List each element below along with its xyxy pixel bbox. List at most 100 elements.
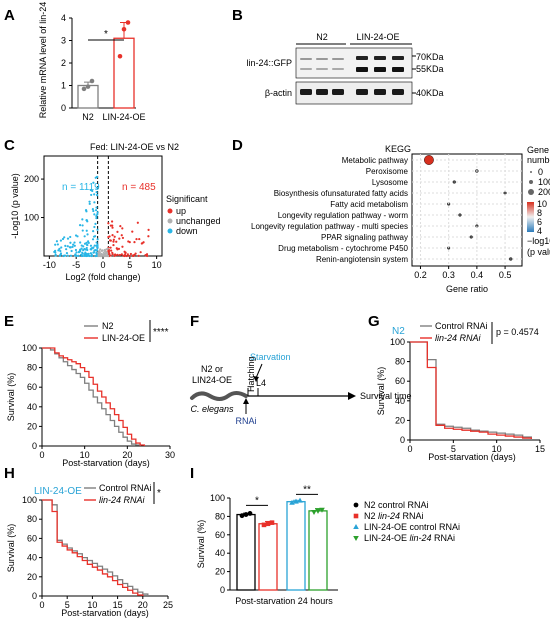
panel-h-y-tick-label: 0 xyxy=(32,591,37,601)
panel-g-x-tick-label: 0 xyxy=(407,444,412,454)
blot-band-gfp-lower xyxy=(332,68,344,70)
volcano-point-down xyxy=(94,254,97,258)
panel-label-f: F xyxy=(190,313,199,330)
volcano-point-down xyxy=(96,238,99,241)
panel-h-strain-label: LIN-24-OE xyxy=(34,486,82,497)
panel-c-x-tick-label: -10 xyxy=(43,260,56,270)
panel-h-significance: * xyxy=(157,488,161,499)
panel-h-y-tick-label: 20 xyxy=(27,572,37,582)
panel-i-legend-label: LIN-24-OE lin-24 RNAi xyxy=(364,533,455,543)
volcano-point-down xyxy=(81,252,84,255)
volcano-point-up xyxy=(108,235,111,238)
volcano-point-down xyxy=(86,233,89,236)
volcano-point-down xyxy=(79,241,82,244)
volcano-point-down xyxy=(75,251,78,254)
panel-a-data-point xyxy=(89,78,95,84)
color-legend-bar xyxy=(527,202,534,232)
kegg-term-label: Metabolic pathway xyxy=(342,156,408,165)
volcano-point-down xyxy=(81,218,84,221)
size-legend-dot-200 xyxy=(528,189,534,195)
panel-a-bar xyxy=(113,37,135,109)
schematic-rnai: RNAi xyxy=(235,416,256,426)
panel-a-bar-chart: Relative mRNA level of lin-24 N2 LIN-24-… xyxy=(38,2,146,122)
volcano-point-up xyxy=(121,227,124,230)
volcano-point-up xyxy=(125,254,128,258)
panel-c-volcano-plot: Fed: LIN-24-OE vs N2 -Log10 (p value) Lo… xyxy=(10,142,221,282)
panel-label-c: C xyxy=(4,137,15,154)
volcano-point-down xyxy=(91,238,95,241)
volcano-point-down xyxy=(79,248,82,251)
panel-label-i: I xyxy=(190,465,194,482)
volcano-point-down xyxy=(72,243,75,246)
panel-a-data-point xyxy=(85,84,91,89)
volcano-point-down xyxy=(69,235,72,239)
volcano-point-up xyxy=(121,245,124,248)
legend-label-oe: LIN-24-OE xyxy=(102,333,145,343)
size-legend-title-1: Gene xyxy=(527,145,549,155)
panel-i-y-tick-label: 60 xyxy=(215,530,225,540)
panel-i-y-label: Survival (%) xyxy=(196,520,206,569)
volcano-point-down xyxy=(94,222,97,225)
volcano-point-down xyxy=(92,181,95,184)
panel-i-significance-n2: * xyxy=(255,495,259,506)
panel-i-legend-label: LIN-24-OE control RNAi xyxy=(364,522,460,532)
blot-band-actin xyxy=(392,89,404,95)
volcano-point-down xyxy=(85,241,88,244)
kegg-x-tick-label: 0.5 xyxy=(499,270,512,280)
panel-i-data-point xyxy=(247,511,253,516)
volcano-point-up xyxy=(110,220,114,223)
volcano-point-down xyxy=(77,254,80,257)
panel-a-significance: * xyxy=(104,29,108,40)
kegg-term-label: Drug metabolism - cytochrome P450 xyxy=(278,244,408,253)
panel-label-b: B xyxy=(232,7,243,24)
panel-e-y-tick-label: 100 xyxy=(22,343,37,353)
schematic-hatching: Hatching xyxy=(246,356,256,392)
blot-band-gfp-upper xyxy=(356,56,368,60)
panel-g-x-tick-label: 5 xyxy=(451,444,456,454)
panel-i-legend-marker xyxy=(353,536,359,541)
kegg-term-label: Fatty acid metabolism xyxy=(330,200,408,209)
volcano-point-down xyxy=(93,201,96,204)
volcano-point-down xyxy=(70,249,73,253)
blot-band-gfp-lower xyxy=(300,68,312,70)
panel-a-y-label: Relative mRNA level of lin-24 xyxy=(38,2,48,119)
volcano-point-down xyxy=(83,247,86,251)
panel-e-y-label: Survival (%) xyxy=(6,373,16,422)
panel-g-x-label: Post-starvation (days) xyxy=(428,452,516,462)
panel-d-frame xyxy=(411,153,523,267)
panel-h-series-treatment xyxy=(42,499,144,596)
volcano-point-up xyxy=(128,254,131,258)
volcano-point-down xyxy=(95,206,98,209)
volcano-point-up xyxy=(121,236,125,240)
kegg-dot xyxy=(469,235,473,239)
panel-a-category-oe: LIN-24-OE xyxy=(102,112,145,122)
volcano-point-up xyxy=(107,252,111,256)
blot-row-gfp: lin-24::GFP xyxy=(246,58,292,68)
volcano-point-up xyxy=(142,241,145,244)
panel-e-y-tick-label: 0 xyxy=(32,441,37,451)
panel-i-bar xyxy=(286,501,306,591)
kegg-term-label: Peroxisome xyxy=(366,167,409,176)
worm-icon xyxy=(190,391,248,401)
blot-band-gfp-upper xyxy=(392,56,404,60)
volcano-point-down xyxy=(92,230,95,233)
volcano-point-unchanged xyxy=(105,254,108,258)
volcano-point-down xyxy=(92,251,96,254)
panel-e-series-treatment xyxy=(42,347,146,446)
panel-label-g: G xyxy=(368,313,380,330)
panel-i-bar xyxy=(236,513,256,591)
panel-g-y-tick-label: 60 xyxy=(395,376,405,386)
schematic-species: C. elegans xyxy=(190,404,234,414)
volcano-point-up xyxy=(120,253,123,256)
volcano-point-down xyxy=(62,254,65,258)
panel-i-data-point xyxy=(243,512,249,517)
starvation-arrow xyxy=(255,363,263,379)
volcano-point-up xyxy=(137,254,140,258)
volcano-point-down xyxy=(69,254,73,257)
volcano-point-down xyxy=(96,228,99,231)
panel-i-significance-oe: ** xyxy=(303,484,311,495)
volcano-point-down xyxy=(90,193,93,197)
panel-g-series-control xyxy=(410,341,532,439)
panel-i-x-label: Post-starvation 24 hours xyxy=(235,596,333,606)
